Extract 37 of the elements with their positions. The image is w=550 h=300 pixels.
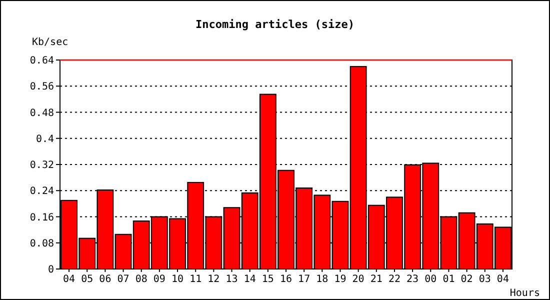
x-tick-label: 06 — [99, 274, 112, 285]
x-tick-label: 10 — [171, 274, 184, 285]
y-tick-label: 0.16 — [30, 212, 54, 224]
y-tick-label: 0.48 — [30, 108, 54, 119]
x-tick-label: 21 — [370, 274, 382, 285]
x-tick-label: 02 — [460, 274, 473, 285]
x-tick-label: 09 — [153, 274, 166, 285]
x-tick-label: 19 — [334, 274, 346, 285]
x-tick-label: 01 — [442, 274, 455, 285]
y-tick-label: 0.08 — [30, 238, 54, 250]
x-tick-label: 05 — [81, 274, 94, 285]
y-tick-label: 0.24 — [30, 186, 54, 198]
x-tick-label: 15 — [262, 274, 274, 285]
x-tick-label: 04 — [496, 274, 509, 285]
y-tick-label: 0.56 — [30, 82, 54, 93]
y-axis-title: Kb/sec — [32, 37, 68, 48]
x-tick-label: 00 — [424, 274, 437, 285]
x-tick-label: 14 — [244, 274, 256, 285]
x-tick-label: 16 — [280, 274, 292, 285]
x-tick-label: 08 — [135, 274, 148, 285]
x-tick-label: 03 — [478, 274, 491, 285]
x-tick-label: 12 — [208, 274, 220, 285]
x-tick-label: 22 — [388, 274, 401, 285]
y-tick-label: 0.32 — [30, 160, 54, 171]
x-tick-label: 17 — [298, 274, 310, 285]
x-tick-label: 11 — [190, 274, 202, 285]
y-tick-label: 0 — [48, 264, 54, 276]
x-tick-label: 07 — [117, 274, 130, 285]
x-tick-label: 13 — [226, 274, 238, 285]
y-tick-label: 0.64 — [30, 56, 54, 66]
chart-title: Incoming articles (size) — [196, 18, 354, 31]
x-tick-label: 18 — [316, 274, 328, 285]
x-tick-label: 20 — [352, 274, 364, 285]
x-tick-label: 04 — [63, 274, 76, 285]
y-tick-label: 0.4 — [36, 134, 54, 145]
x-tick-label: 23 — [406, 274, 419, 285]
x-axis-title: Hours — [510, 288, 540, 299]
